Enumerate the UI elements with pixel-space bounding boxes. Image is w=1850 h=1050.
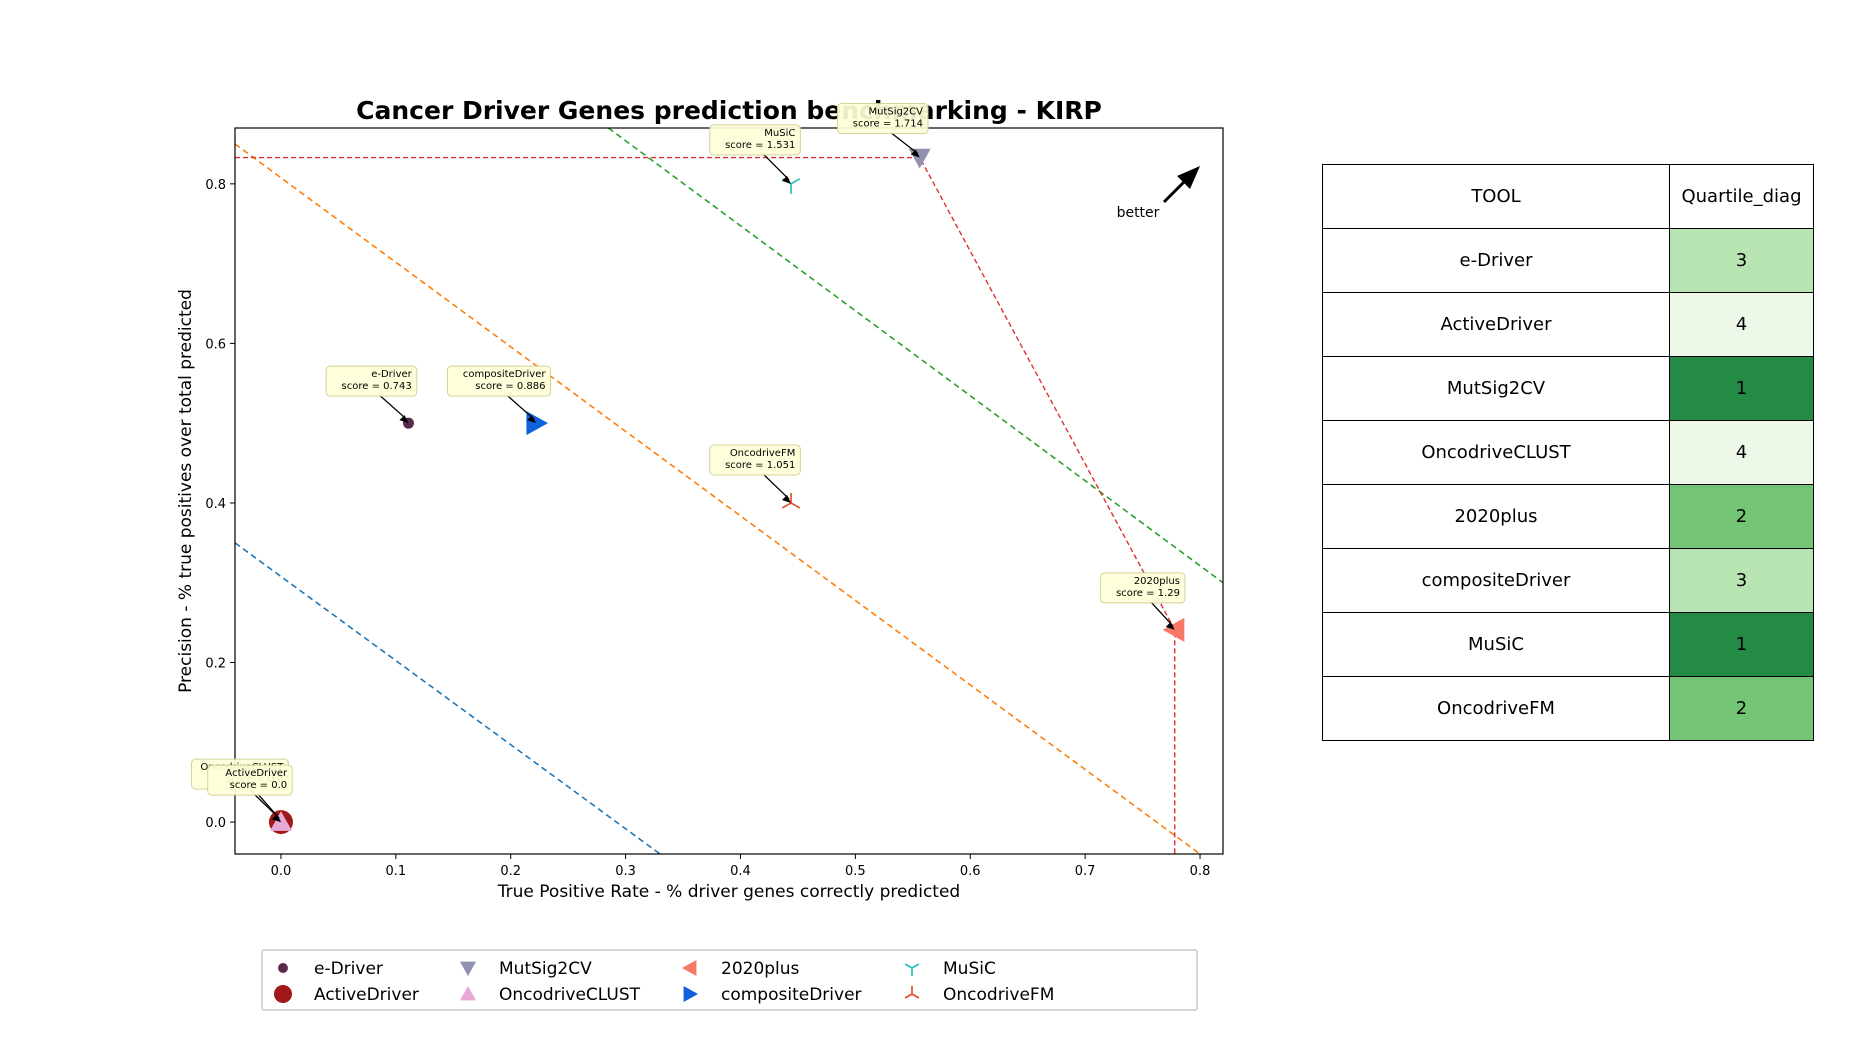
plot-frame — [234, 127, 1224, 855]
table-cell-quartile: 1 — [1669, 356, 1814, 421]
x-tick-label: 0.5 — [845, 864, 866, 879]
point-mutsig2cv — [908, 148, 931, 169]
legend-label: OncodriveFM — [943, 985, 1054, 1005]
y-tick-label: 0.0 — [205, 816, 226, 831]
legend-marker-music — [904, 963, 920, 976]
x-tick-label: 0.7 — [1075, 864, 1096, 879]
table-row: compositeDriver 3 — [1322, 548, 1814, 613]
legend-marker-mutsig2cv — [460, 961, 476, 976]
table-cell-quartile: 4 — [1669, 292, 1814, 357]
y-tick-label: 0.6 — [205, 337, 226, 352]
diagonal-line-1 — [235, 542, 661, 854]
legend-marker-oncodrivefm — [904, 986, 920, 999]
table-cell-tool: 2020plus — [1322, 484, 1670, 549]
table-cell-quartile: 4 — [1669, 420, 1814, 485]
table-cell-quartile: 3 — [1669, 548, 1814, 613]
legend-marker-2020plus — [682, 960, 697, 976]
table-header-tool: TOOL — [1322, 164, 1670, 229]
legend-label: e-Driver — [314, 959, 383, 979]
annotation-text: score = 1.531 — [725, 140, 795, 151]
table-cell-tool: compositeDriver — [1322, 548, 1670, 613]
table-row: e-Driver 3 — [1322, 228, 1814, 293]
annotation-text: MutSig2CV — [868, 107, 923, 118]
diagonal-line-2 — [235, 143, 1201, 854]
y-tick-label: 0.8 — [205, 178, 226, 193]
annotation-text: score = 0.886 — [475, 381, 545, 392]
x-tick-label: 0.8 — [1190, 864, 1211, 879]
legend-label: compositeDriver — [721, 985, 862, 1005]
x-tick-label: 0.1 — [385, 864, 406, 879]
y-axis-label: Precision - % true positives over total … — [176, 289, 196, 693]
table-cell-tool: ActiveDriver — [1322, 292, 1670, 357]
table-cell-tool: MutSig2CV — [1322, 356, 1670, 421]
better-label: better — [1117, 205, 1160, 221]
table-cell-tool: OncodriveCLUST — [1322, 420, 1670, 485]
y-tick-label: 0.4 — [205, 497, 226, 512]
table-row: OncodriveFM 2 — [1322, 676, 1814, 741]
x-tick-label: 0.3 — [615, 864, 636, 879]
table-cell-quartile: 1 — [1669, 612, 1814, 677]
point-2020plus — [1162, 617, 1185, 642]
quartile-table: TOOL Quartile_diag e-Driver 3 ActiveDriver… — [1322, 164, 1814, 741]
legend-label: OncodriveCLUST — [499, 985, 641, 1005]
x-tick-label: 0.6 — [960, 864, 981, 879]
legend: e-Driver ActiveDriver MutSig2CV OncodriveCL… — [261, 949, 1198, 1011]
x-axis-label: True Positive Rate - % driver genes corr… — [497, 882, 960, 902]
annotation-text: score = 1.051 — [725, 460, 795, 471]
table-row: MutSig2CV 1 — [1322, 356, 1814, 421]
legend-label: ActiveDriver — [314, 985, 419, 1005]
x-tick-label: 0.4 — [730, 864, 751, 879]
diagonal-line-3 — [607, 128, 1223, 584]
annotation-text: compositeDriver — [463, 369, 547, 380]
annotation-text: score = 1.29 — [1116, 588, 1180, 599]
better-indicator: better — [1117, 166, 1200, 221]
legend-marker-e-driver — [278, 963, 288, 973]
table-row: MuSiC 1 — [1322, 612, 1814, 677]
chart-title: Cancer Driver Genes prediction benchmark… — [356, 96, 1102, 125]
table-cell-quartile: 2 — [1669, 676, 1814, 741]
legend-label: 2020plus — [721, 959, 800, 979]
legend-label: MutSig2CV — [499, 959, 592, 979]
annotation-text: score = 0.743 — [342, 381, 412, 392]
annotation-text: OncodriveFM — [730, 448, 796, 459]
annotation-text: e-Driver — [371, 369, 412, 380]
table-header-quartile: Quartile_diag — [1669, 164, 1814, 229]
table-cell-tool: MuSiC — [1322, 612, 1670, 677]
annotation-text: MuSiC — [764, 128, 795, 139]
y-tick-label: 0.2 — [205, 657, 226, 672]
annotation-text: ActiveDriver — [225, 768, 288, 779]
table-cell-quartile: 3 — [1669, 228, 1814, 293]
table-row: ActiveDriver 4 — [1322, 292, 1814, 357]
legend-marker-compositedriver — [683, 986, 698, 1002]
pareto-front-line — [235, 156, 1176, 854]
table-cell-tool: e-Driver — [1322, 228, 1670, 293]
table-cell-tool: OncodriveFM — [1322, 676, 1670, 741]
legend-label: MuSiC — [943, 959, 996, 979]
legend-marker-activedriver — [274, 985, 292, 1003]
annotation-text: score = 0.0 — [230, 780, 288, 791]
x-tick-label: 0.2 — [500, 864, 521, 879]
x-tick-label: 0.0 — [271, 864, 292, 879]
table-row: OncodriveCLUST 4 — [1322, 420, 1814, 485]
point-oncodriveclust — [269, 811, 292, 831]
legend-marker-oncodriveclust — [460, 986, 476, 1001]
table-cell-quartile: 2 — [1669, 484, 1814, 549]
point-oncodrivefm — [781, 492, 801, 509]
annotation-text: 2020plus — [1134, 576, 1180, 587]
table-row: 2020plus 2 — [1322, 484, 1814, 549]
annotation-text: score = 1.714 — [853, 119, 923, 130]
